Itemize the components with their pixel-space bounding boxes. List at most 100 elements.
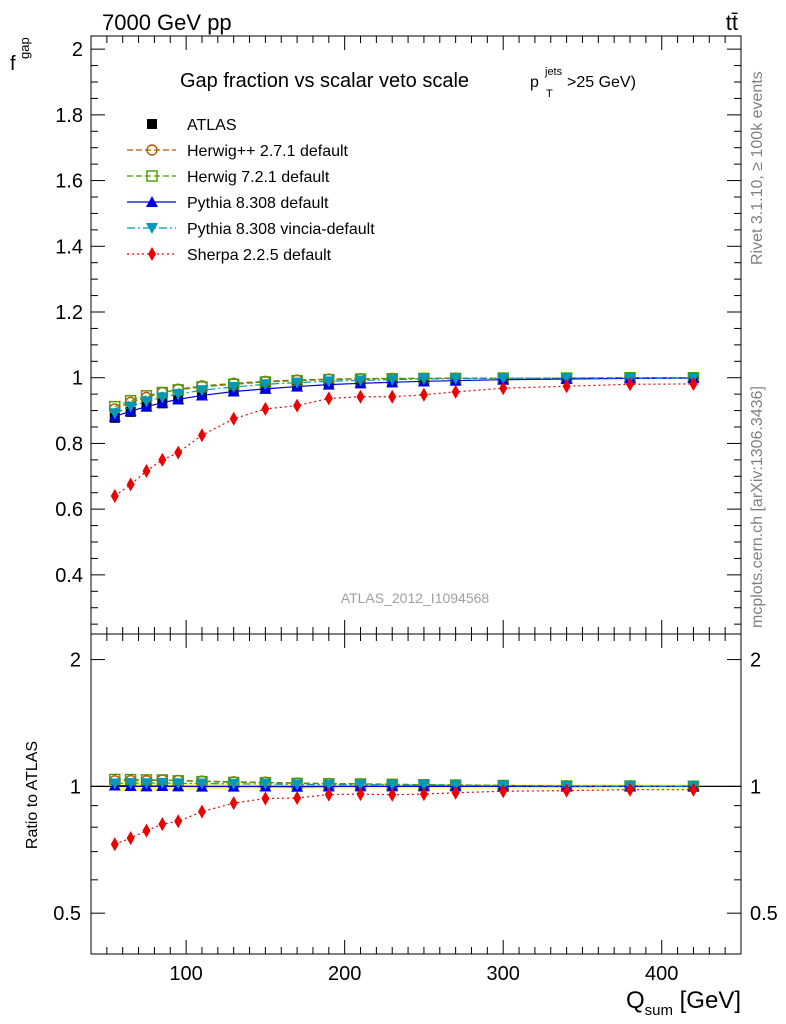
ratio-point-sherpa-2-2-5-default <box>142 823 151 838</box>
ratio-point-sherpa-2-2-5-default <box>324 787 333 802</box>
legend: ATLAS Herwig++ 2.7.1 default Herwig 7.2.1 … <box>127 117 375 264</box>
main-y-tick-label: 1.6 <box>55 171 83 193</box>
analysis-watermark: ATLAS_2012_I1094568 <box>341 590 490 606</box>
point-sherpa-2-2-5-default <box>261 401 270 416</box>
y-axis-label-f: f <box>10 53 16 75</box>
point-pythia-8-308-vincia-default <box>172 389 185 401</box>
point-pythia-8-308-vincia-default <box>140 396 153 408</box>
chart-title-suffix: p <box>530 74 539 91</box>
legend-marker-pythia-8-308-default <box>146 196 158 207</box>
title-suffix-rest: >25 GeV) <box>567 74 636 91</box>
ratio-y-tick-label-right: 2 <box>750 650 761 672</box>
ratio-point-pythia-8-308-vincia-default <box>322 779 335 791</box>
point-pythia-8-308-vincia-default <box>227 381 240 393</box>
legend-label-pythia-8-308-default: Pythia 8.308 default <box>187 195 329 212</box>
legend-label-herwig-2-7-1-default: Herwig++ 2.7.1 default <box>187 143 349 160</box>
point-sherpa-2-2-5-default <box>626 377 635 392</box>
x-axis-label-sub: sum <box>645 1002 673 1019</box>
ratio-point-pythia-8-308-vincia-default <box>291 779 304 791</box>
point-sherpa-2-2-5-default <box>499 381 508 396</box>
point-pythia-8-308-vincia-default <box>259 379 272 391</box>
ratio-y-tick-label-right: 1 <box>750 776 761 798</box>
main-y-tick-label: 1.4 <box>55 236 83 258</box>
x-axis-label-q: Q <box>626 987 645 1014</box>
ratio-y-axis-label: Ratio to ATLAS <box>24 741 41 849</box>
ratio-point-sherpa-2-2-5-default <box>110 837 119 852</box>
main-y-tick-label: 0.6 <box>55 499 83 521</box>
ratio-y-tick-label: 2 <box>70 650 81 672</box>
main-y-tick-label: 0.8 <box>55 433 83 455</box>
ratio-point-sherpa-2-2-5-default <box>451 785 460 800</box>
energy-label: 7000 GeV pp <box>102 10 232 35</box>
point-pythia-8-308-vincia-default <box>195 385 208 397</box>
chart-title-main: Gap fraction vs scalar veto scale <box>180 70 469 92</box>
ratio-point-sherpa-2-2-5-default <box>562 783 571 798</box>
series-layer <box>91 372 741 852</box>
point-sherpa-2-2-5-default <box>197 428 206 443</box>
legend-label-pythia-8-308-vincia-default: Pythia 8.308 vincia-default <box>187 221 375 238</box>
point-sherpa-2-2-5-default <box>293 398 302 413</box>
legend-label-atlas: ATLAS <box>187 117 237 134</box>
legend-marker-herwig-7-2-1-default <box>146 170 158 182</box>
rivet-version-label: Rivet 3.1.10, ≥ 100k events <box>749 71 766 265</box>
point-sherpa-2-2-5-default <box>451 384 460 399</box>
ratio-point-pythia-8-308-vincia-default <box>195 778 208 790</box>
point-sherpa-2-2-5-default <box>229 411 238 426</box>
point-sherpa-2-2-5-default <box>388 389 397 404</box>
point-sherpa-2-2-5-default <box>126 477 135 492</box>
title-suffix-p: p <box>530 74 539 91</box>
ratio-point-pythia-8-308-vincia-default <box>140 778 153 790</box>
series-line-pythia-8-308-vincia-default <box>114 377 694 414</box>
y-axis-label-main: f <box>10 53 16 75</box>
point-sherpa-2-2-5-default <box>324 391 333 406</box>
ratio-point-pythia-8-308-vincia-default <box>354 779 367 791</box>
point-pythia-8-308-vincia-default <box>322 376 335 388</box>
ratio-panel-frame <box>90 633 742 955</box>
ratio-point-sherpa-2-2-5-default <box>197 804 206 819</box>
ratio-y-tick-label: 0.5 <box>53 903 81 925</box>
legend-label-herwig-7-2-1-default: Herwig 7.2.1 default <box>187 169 330 186</box>
ratio-point-sherpa-2-2-5-default <box>499 784 508 799</box>
ratio-point-pythia-8-308-vincia-default <box>124 778 137 790</box>
legend-label-sherpa-2-2-5-default: Sherpa 2.2.5 default <box>187 247 332 264</box>
ratio-line-sherpa-2-2-5-default <box>114 789 694 845</box>
x-tick-label: 400 <box>645 963 678 985</box>
x-tick-label: 300 <box>487 963 520 985</box>
ratio-point-sherpa-2-2-5-default <box>158 817 167 832</box>
chart-title: Gap fraction vs scalar veto scale <box>180 70 469 92</box>
ratio-point-sherpa-2-2-5-default <box>174 814 183 829</box>
ratio-y-tick-label: 1 <box>70 776 81 798</box>
point-pythia-8-308-vincia-default <box>560 373 573 385</box>
y-axis-label-sub: gap <box>17 37 32 59</box>
legend-marker-herwig-2-7-1-default <box>146 144 158 156</box>
x-axis-label-unit: [GeV] <box>673 987 741 1014</box>
ratio-point-sherpa-2-2-5-default <box>626 782 635 797</box>
point-pythia-8-308-vincia-default <box>156 392 169 404</box>
ratio-point-sherpa-2-2-5-default <box>689 782 698 797</box>
ratio-point-pythia-8-308-vincia-default <box>156 777 169 789</box>
ratio-point-pythia-8-308-vincia-default <box>386 779 399 791</box>
main-y-tick-label: 2 <box>72 39 83 61</box>
point-pythia-8-308-vincia-default <box>291 377 304 389</box>
point-sherpa-2-2-5-default <box>356 389 365 404</box>
ratio-point-pythia-8-308-vincia-default <box>417 780 430 792</box>
point-pythia-8-308-vincia-default <box>417 374 430 386</box>
main-y-tick-label: 0.4 <box>55 565 83 587</box>
ratio-point-pythia-8-308-vincia-default <box>172 778 185 790</box>
point-sherpa-2-2-5-default <box>419 387 428 402</box>
ratio-point-pythia-8-308-vincia-default <box>259 778 272 790</box>
point-pythia-8-308-vincia-default <box>386 374 399 386</box>
title-suffix-sub: T <box>546 88 553 100</box>
title-suffix-sup: jets <box>544 66 563 78</box>
point-sherpa-2-2-5-default <box>142 464 151 479</box>
x-tick-label: 100 <box>169 963 202 985</box>
x-tick-label: 200 <box>328 963 361 985</box>
ratio-point-sherpa-2-2-5-default <box>126 831 135 846</box>
ratio-point-sherpa-2-2-5-default <box>293 790 302 805</box>
point-pythia-8-308-vincia-default <box>497 373 510 385</box>
ratio-point-sherpa-2-2-5-default <box>261 791 270 806</box>
main-y-tick-label: 1.2 <box>55 302 83 324</box>
ratio-point-sherpa-2-2-5-default <box>388 787 397 802</box>
point-sherpa-2-2-5-default <box>174 445 183 460</box>
